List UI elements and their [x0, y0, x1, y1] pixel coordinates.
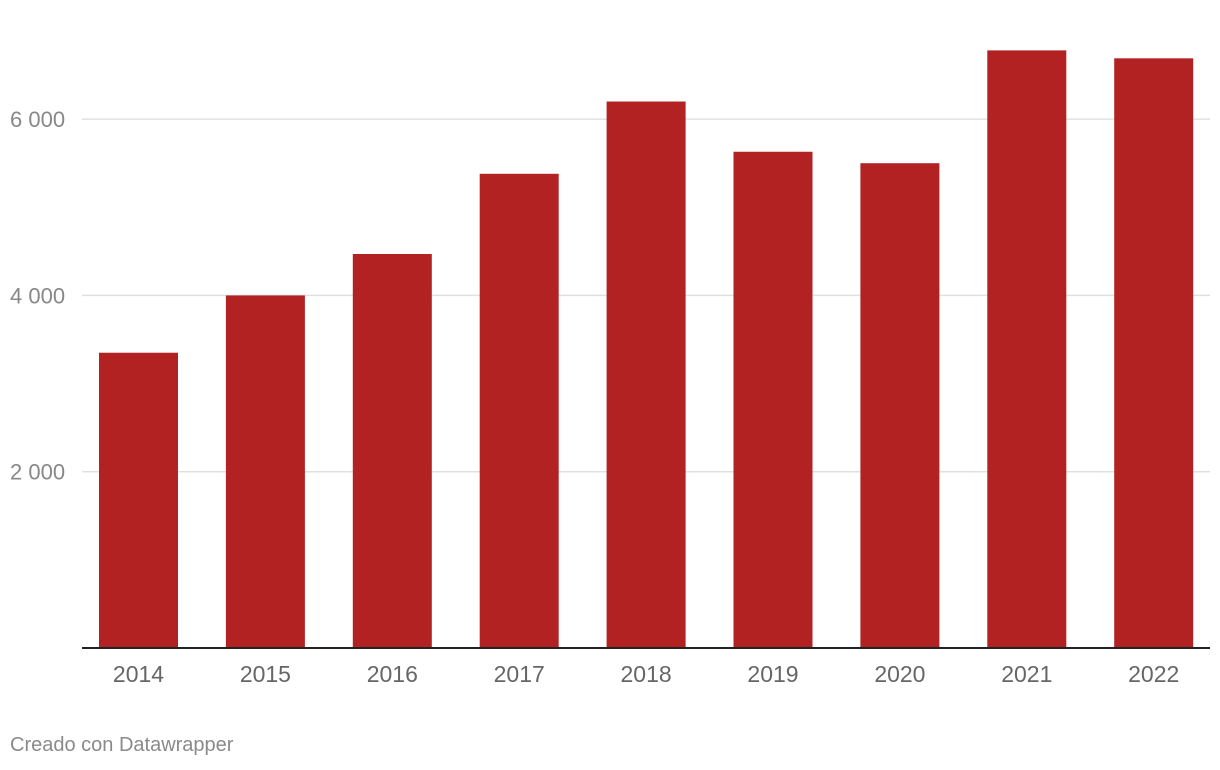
- bar-2019: [733, 151, 813, 648]
- x-tick-label: 2018: [621, 661, 672, 687]
- y-tick-label: 6 000: [10, 107, 65, 132]
- x-tick-label: 2020: [874, 661, 925, 687]
- x-axis-tick-labels: 2014 2015 2016 2017 2018 2019 2020 2021 2022: [113, 661, 1179, 687]
- bar-2021: [987, 50, 1067, 649]
- y-axis-tick-labels: 2 000 4 000 6 000: [10, 107, 65, 485]
- x-tick-label: 2022: [1128, 661, 1179, 687]
- bar-chart: 2 000 4 000 6 000 2014 2015 2016 2017 2018 2019…: [10, 50, 1210, 687]
- bar-2017: [479, 173, 559, 648]
- credit-text: Creado con Datawrapper: [10, 734, 234, 756]
- y-tick-label: 2 000: [10, 460, 65, 485]
- bar-2014: [99, 352, 178, 648]
- bar-2015: [225, 295, 305, 648]
- x-tick-label: 2014: [113, 661, 164, 687]
- x-tick-label: 2016: [367, 661, 418, 687]
- bar-2018: [606, 101, 686, 648]
- x-tick-label: 2015: [240, 661, 291, 687]
- bars: [99, 50, 1194, 649]
- x-tick-label: 2019: [747, 661, 798, 687]
- x-tick-label: 2017: [494, 661, 545, 687]
- bar-2022: [1114, 58, 1194, 649]
- bar-2016: [352, 254, 432, 648]
- bar-2020: [860, 163, 940, 648]
- x-tick-label: 2021: [1001, 661, 1052, 687]
- y-tick-label: 4 000: [10, 283, 65, 308]
